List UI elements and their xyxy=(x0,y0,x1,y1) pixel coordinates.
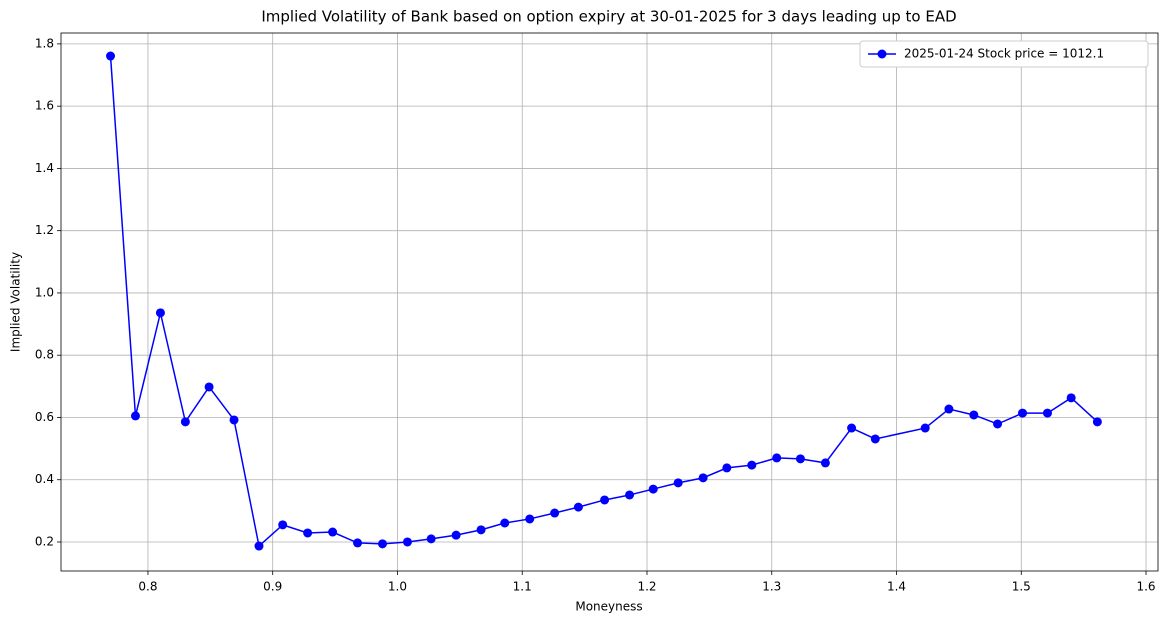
point xyxy=(920,423,930,433)
y-axis-label: Implied Volatility xyxy=(9,252,23,352)
point xyxy=(600,495,610,505)
point xyxy=(1092,417,1102,427)
point xyxy=(673,478,683,488)
point xyxy=(155,308,165,318)
point xyxy=(870,434,880,444)
point xyxy=(303,528,313,538)
point xyxy=(204,382,214,392)
legend-box xyxy=(859,40,1149,68)
chart-title: Implied Volatility of Bank based on opti… xyxy=(261,8,956,26)
x-tick-label: 1.4 xyxy=(887,580,906,594)
x-tick-label: 1.5 xyxy=(1012,580,1031,594)
point xyxy=(229,415,239,425)
point xyxy=(847,423,857,433)
y-tick-label: 0.2 xyxy=(35,534,54,548)
point xyxy=(278,520,288,530)
x-tick-label: 1.3 xyxy=(762,580,781,594)
point xyxy=(820,458,830,468)
point xyxy=(451,530,461,540)
point xyxy=(130,411,140,421)
point xyxy=(180,417,190,427)
x-axis-label: Moneyness xyxy=(575,600,642,614)
legend-label: 2025-01-24 Stock price = 1012.1 xyxy=(904,47,1104,61)
x-tick-label: 0.9 xyxy=(263,580,282,594)
point xyxy=(525,514,535,524)
y-tick-label: 1.0 xyxy=(35,285,54,299)
point xyxy=(254,541,264,551)
point xyxy=(402,537,412,547)
legend-marker xyxy=(877,49,887,59)
y-tick-label: 1.4 xyxy=(35,161,54,175)
point xyxy=(106,51,116,61)
point xyxy=(353,538,363,548)
legend: 2025-01-24 Stock price = 1012.1 xyxy=(859,40,1149,68)
point xyxy=(550,508,560,518)
point xyxy=(476,525,486,535)
point xyxy=(648,484,658,494)
point xyxy=(625,490,635,500)
point xyxy=(969,410,979,420)
point xyxy=(378,539,388,549)
x-tick-label: 0.8 xyxy=(138,580,157,594)
point xyxy=(500,518,510,528)
x-tick-label: 1.0 xyxy=(388,580,407,594)
point xyxy=(328,527,338,537)
x-tick-label: 1.6 xyxy=(1136,580,1155,594)
point xyxy=(1066,393,1076,403)
point xyxy=(747,460,757,470)
x-tick-label: 1.2 xyxy=(637,580,656,594)
y-tick-label: 0.8 xyxy=(35,348,54,362)
point xyxy=(573,502,583,512)
y-tick-label: 0.6 xyxy=(35,410,54,424)
point xyxy=(944,404,954,414)
point xyxy=(698,473,708,483)
point xyxy=(1018,408,1028,418)
point xyxy=(772,453,782,463)
point xyxy=(1042,408,1052,418)
y-tick-label: 1.2 xyxy=(35,223,54,237)
y-tick-label: 1.6 xyxy=(35,99,54,113)
y-tick-label: 0.4 xyxy=(35,472,54,486)
line xyxy=(109,55,1098,548)
y-tick-label: 1.8 xyxy=(35,36,54,50)
point xyxy=(722,463,732,473)
point xyxy=(795,454,805,464)
x-tick-label: 1.1 xyxy=(513,580,532,594)
plot-frame xyxy=(60,32,1159,572)
point xyxy=(426,534,436,544)
point xyxy=(993,419,1003,429)
